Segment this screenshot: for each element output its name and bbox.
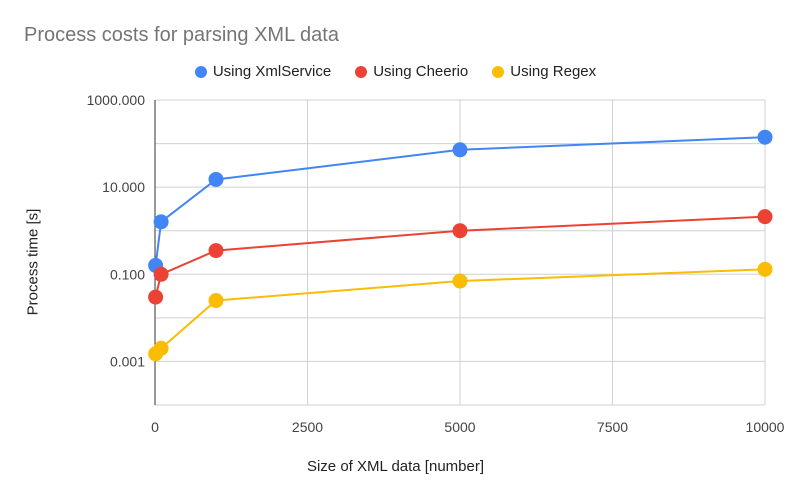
data-point-using-regex[interactable] — [208, 293, 224, 309]
data-point-using-cheerio[interactable] — [757, 209, 773, 225]
legend-marker-regex — [492, 65, 505, 78]
y-axis-label: Process time [s] — [24, 208, 42, 316]
data-point-using-cheerio[interactable] — [153, 266, 169, 282]
legend-marker-cheerio — [355, 65, 368, 78]
legend-item-regex[interactable]: Using Regex — [492, 63, 596, 80]
x-tick-label: 7500 — [597, 419, 628, 435]
series-layer — [148, 129, 773, 362]
x-axis-label: Size of XML data [number] — [306, 458, 485, 475]
data-point-using-regex[interactable] — [153, 340, 169, 356]
legend-label-cheerio: Using Cheerio — [373, 63, 469, 80]
y-tick-label: 0.001 — [110, 353, 145, 369]
x-tick-label: 2500 — [292, 419, 323, 435]
tick-labels: 1000.000 10.000 0.100 0.001 0 2500 5000 7500 100… — [87, 92, 785, 435]
chart-title: Process costs for parsing XML data — [24, 24, 339, 46]
data-point-using-regex[interactable] — [757, 261, 773, 277]
data-point-using-xmlservice[interactable] — [208, 171, 224, 187]
x-tick-label: 10000 — [746, 419, 785, 435]
y-tick-label: 10.000 — [102, 179, 145, 195]
series-using-regex — [148, 261, 773, 362]
legend-label-xmlservice: Using XmlService — [212, 63, 332, 80]
legend-marker-xmlservice — [194, 65, 207, 78]
data-point-using-cheerio[interactable] — [208, 243, 224, 259]
chart-legend: Using XmlService Using Cheerio Using Reg… — [0, 63, 791, 80]
data-point-using-regex[interactable] — [452, 273, 468, 289]
legend-label-regex: Using Regex — [510, 63, 597, 80]
series-using-xmlservice — [148, 129, 773, 273]
data-point-using-xmlservice[interactable] — [153, 214, 169, 230]
y-tick-label: 0.100 — [110, 266, 145, 282]
x-tick-label: 0 — [151, 419, 159, 435]
data-point-using-xmlservice[interactable] — [452, 142, 468, 158]
series-using-cheerio — [148, 209, 773, 305]
data-point-using-cheerio[interactable] — [452, 223, 468, 239]
data-point-using-xmlservice[interactable] — [757, 129, 773, 145]
data-point-using-cheerio[interactable] — [148, 289, 164, 305]
legend-item-cheerio[interactable]: Using Cheerio — [355, 63, 468, 80]
y-tick-label: 1000.000 — [87, 92, 146, 108]
x-tick-label: 5000 — [444, 419, 475, 435]
legend-item-xmlservice[interactable]: Using XmlService — [194, 63, 332, 80]
